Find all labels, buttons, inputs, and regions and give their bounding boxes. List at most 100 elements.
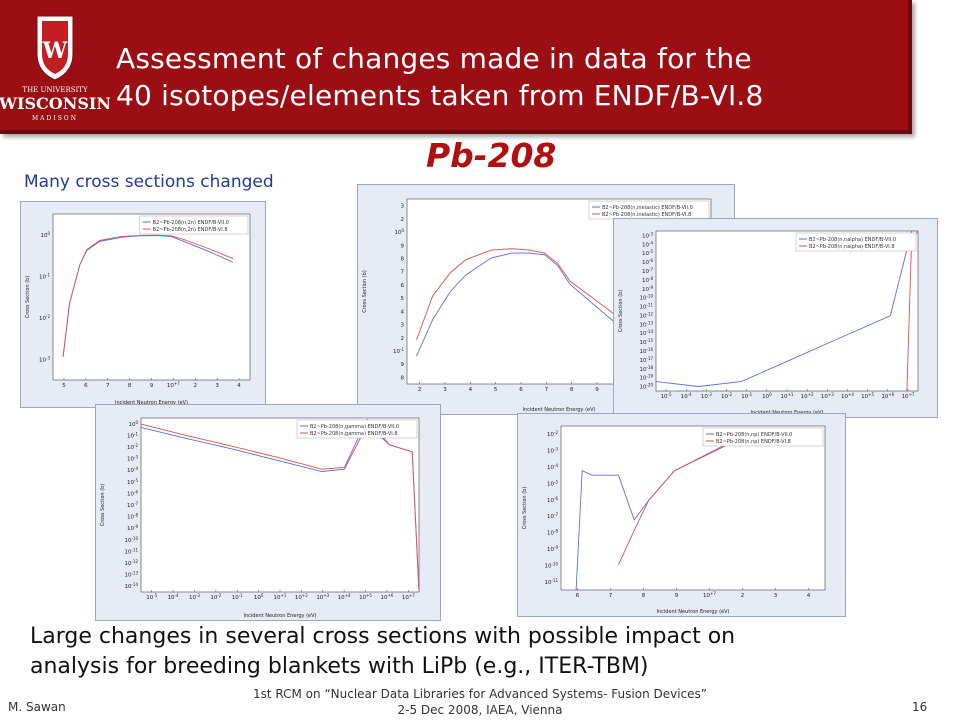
y-tick-label: 10-3	[127, 455, 138, 463]
y-tick-label: 10-5	[642, 249, 653, 257]
x-tick-label: 7	[106, 383, 110, 389]
y-tick-label: 8	[401, 256, 405, 262]
x-tick-label: 8	[128, 383, 132, 389]
x-tick-label: 10-5	[146, 593, 157, 601]
conclusion-line2: analysis for breeding blankets with LiPb…	[30, 654, 649, 679]
legend-entry: B2~Pb-208(n,inelastic) ENDF/B-VI.8	[602, 212, 691, 218]
conclusion-line1: Large changes in several cross sections …	[30, 624, 736, 649]
y-tick-label: 10-1	[393, 347, 404, 355]
svg-text:MADISON: MADISON	[32, 115, 78, 122]
x-tick-label: 2	[194, 383, 198, 389]
y-tick-label: 10-5	[127, 478, 138, 486]
y-tick-label: 10-6	[127, 489, 138, 497]
y-tick-label: 2	[401, 217, 405, 223]
x-tick-label: 10+2	[801, 392, 814, 400]
x-tick-label: 10-5	[661, 392, 672, 400]
legend	[795, 232, 917, 252]
footer-conference-line2: 2-5 Dec 2008, IAEA, Vienna	[397, 703, 563, 717]
chart-svg: 10-5 10-4 10-3 10-2 10-1 100 10+1 10+2 10+3 10+4 1…	[618, 230, 919, 416]
slide-title-line2: 40 isotopes/elements taken from ENDF/B-V…	[116, 79, 764, 112]
y-tick-label: 10-6	[642, 258, 653, 266]
y-tick-label: 10-2	[547, 430, 558, 438]
y-tick-label: 2	[401, 336, 405, 342]
plot-area	[560, 425, 826, 591]
chart-svg: 6 7 8 9 10+7 2 3 4 10-2 10-3 10-4 10-5 10-6 10-7 10-8 1…	[522, 425, 826, 615]
legend-entry: B2~Pb-208(n,gamma) ENDF/B-VI.8	[310, 431, 398, 437]
series-line-endf-b-vii0	[575, 435, 800, 591]
x-tick-label: 6	[576, 593, 580, 599]
series-line-endf-b-vi8	[62, 234, 234, 357]
slide-title: Assessment of changes made in data for t…	[116, 40, 764, 114]
y-tick-label: 10-16	[639, 347, 653, 355]
y-tick-label: 10-10	[124, 536, 138, 544]
y-tick-label: 10-1	[39, 272, 50, 280]
y-tick-label: 4	[401, 309, 405, 315]
y-tick-label: 100	[128, 420, 138, 428]
plot-area	[655, 230, 919, 392]
x-axis-label: Incident Neutron Energy (eV)	[115, 400, 188, 406]
x-tick-label: 3	[215, 383, 219, 389]
x-tick-label: 5	[494, 387, 498, 393]
x-tick-label: 10-4	[168, 593, 179, 601]
y-tick-label: 6	[401, 283, 405, 289]
x-tick-label: 5	[62, 383, 66, 389]
y-tick-label: 10-17	[639, 356, 653, 364]
y-axis-label: Cross Section (b)	[618, 290, 624, 333]
x-tick-label: 8	[642, 593, 646, 599]
x-tick-label: 10-3	[701, 392, 712, 400]
y-tick-label: 10-14	[124, 582, 138, 590]
caption-text: Many cross sections changed	[24, 172, 274, 192]
y-tick-label: 10-3	[642, 231, 653, 239]
x-tick-label: 10+6	[380, 593, 393, 601]
y-tick-label: 10-8	[642, 276, 653, 284]
legend-entry: B2~Pb-208(n,2n) ENDF/B-VII.0	[153, 220, 229, 226]
chart-panel-n2n: 5 6 7 8 9 10+7 2 3 4 100 10-1 10-2 10-3 Incident Neut…	[20, 201, 266, 408]
y-tick-label: 10-10	[544, 561, 558, 569]
y-tick-label: 10-3	[547, 447, 558, 455]
y-tick-label: 10-4	[127, 466, 138, 474]
isotope-label: Pb-208	[426, 136, 557, 175]
x-tick-label: 4	[237, 383, 241, 389]
svg-text:THE UNIVERSITY: THE UNIVERSITY	[22, 86, 88, 94]
y-tick-label: 10-13	[639, 320, 653, 328]
x-tick-label: 10+2	[295, 593, 308, 601]
legend-entry: B2~Pb-208(n,inelastic) ENDF/B-VII.0	[602, 205, 693, 211]
y-tick-label: 10-19	[639, 374, 653, 382]
x-tick-label: 3	[443, 387, 447, 393]
footer-conference: 1st RCM on “Nuclear Data Libraries for A…	[200, 686, 760, 718]
y-tick-label: 10-9	[547, 545, 558, 553]
x-tick-label: 10+1	[781, 392, 794, 400]
y-axis-label: Cross Section (b)	[25, 276, 31, 319]
y-tick-label: 7	[401, 270, 405, 276]
x-tick-label: 7	[545, 387, 549, 393]
x-tick-label: 10+1	[274, 593, 287, 601]
y-tick-label: 10-20	[639, 383, 653, 391]
legend-entry: B2~Pb-208(n,gamma) ENDF/B-VII.0	[310, 424, 399, 430]
y-tick-label: 10-11	[124, 547, 138, 555]
chart-panel-np: 6 7 8 9 10+7 2 3 4 10-2 10-3 10-4 10-5 10-6 10-7 10-8 1…	[517, 413, 846, 617]
y-tick-label: 3	[401, 204, 405, 210]
legend-entry: B2~Pb-208(n,np) ENDF/B-VII.0	[716, 432, 792, 438]
y-axis-label: Cross Section (b)	[100, 484, 106, 527]
x-axis-label: Incident Neutron Energy (eV)	[657, 609, 730, 615]
x-tick-label: 10-2	[210, 593, 221, 601]
x-tick-label: 10-1	[741, 392, 752, 400]
page-number: 16	[912, 700, 928, 714]
y-tick-label: 10-9	[642, 285, 653, 293]
x-tick-label: 10+5	[359, 593, 372, 601]
x-tick-label: 10-1	[232, 593, 243, 601]
x-tick-label: 100	[762, 392, 772, 400]
x-tick-label: 10-3	[189, 593, 200, 601]
x-axis-label: Incident Neutron Energy (eV)	[244, 613, 317, 619]
x-tick-label: 9	[150, 383, 154, 389]
chart-svg: 10-5 10-4 10-3 10-2 10-1 100 10+1 10+2 10+3 10+4 1…	[100, 417, 420, 619]
x-tick-label: 10+4	[841, 392, 854, 400]
y-tick-label: 3	[401, 323, 405, 329]
y-tick-label: 10-7	[642, 267, 653, 275]
y-tick-label: 10-5	[547, 479, 558, 487]
x-tick-label: 10+7	[901, 392, 914, 400]
y-tick-label: 10-7	[547, 512, 558, 520]
chart-svg: 5 6 7 8 9 10+7 2 3 4 100 10-1 10-2 10-3 Incident Neut…	[25, 213, 251, 406]
x-tick-label: 10+3	[821, 392, 834, 400]
y-tick-label: 10-4	[642, 240, 653, 248]
